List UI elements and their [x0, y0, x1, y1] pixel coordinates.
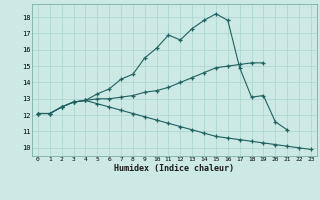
- X-axis label: Humidex (Indice chaleur): Humidex (Indice chaleur): [115, 164, 234, 173]
